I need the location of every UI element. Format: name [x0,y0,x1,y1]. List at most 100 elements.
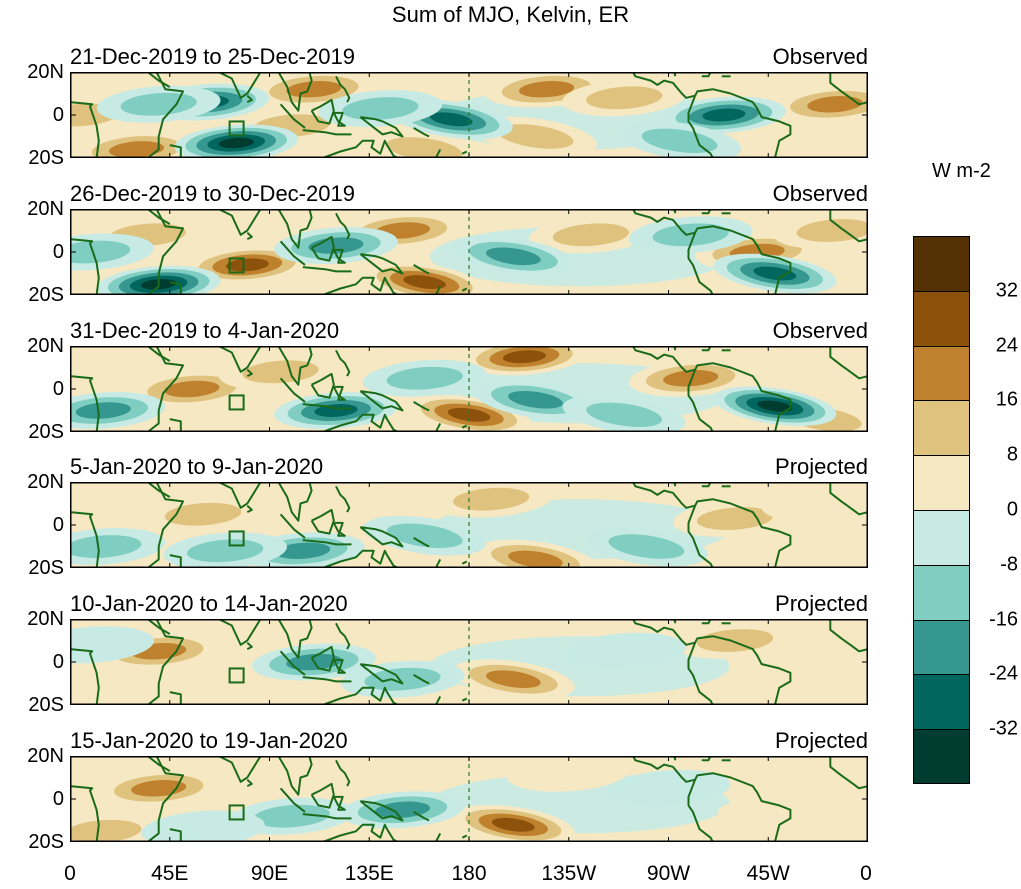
coastline [657,72,677,77]
coastline [335,212,351,240]
coastline [302,676,352,683]
colorbar-segment [913,729,970,785]
coastline [302,403,352,410]
anomaly-blob [218,137,254,149]
coastline [277,346,313,386]
y-tick-label: 20S [28,831,64,853]
coastline [310,235,335,262]
anomaly-blob [502,350,546,364]
anomaly-map [70,756,868,842]
coastline [632,619,792,705]
coastline [829,756,868,790]
coastline [322,549,399,568]
coastline [246,231,253,240]
coastline [332,521,346,537]
panel-status: Projected [775,728,868,753]
coastline [413,401,430,412]
coastline [698,756,712,762]
coastline [829,482,868,516]
coastline [335,759,351,787]
coastline [146,756,171,772]
coastline [332,795,346,811]
region-box [228,394,245,411]
panel-period: 21-Dec-2019 to 25-Dec-2019 [70,44,355,69]
anomaly-blob [586,86,663,110]
colorbar-label: -24 [989,662,1018,685]
coastline [461,150,468,155]
anomaly-blob [386,366,463,390]
coastline [322,686,399,705]
colorbar [913,236,970,785]
anomaly-blob [508,390,563,409]
map-panel: 26-Dec-2019 to 30-Dec-2019 Observed 20N 0 20… [27,181,868,305]
coastline [246,641,253,650]
x-tick-label: 0 [860,862,872,885]
coastline [413,811,430,822]
y-tick-label: 0 [52,788,64,810]
coastline [322,276,399,295]
panel-status: Observed [772,44,868,69]
coastline [169,281,182,295]
x-tick-label: 135W [541,862,597,885]
y-tick-label: 0 [52,651,64,673]
coastline [461,287,468,292]
anomaly-blob [225,258,269,272]
colorbar-label: -16 [989,608,1018,631]
coastline [246,778,253,787]
x-tick-label: 0 [64,862,76,885]
coastline [687,232,714,295]
anomaly-blob [772,643,868,681]
coastline [687,779,714,842]
anomaly-blob [508,550,563,568]
map-panel: 5-Jan-2020 to 9-Jan-2020 Projected 20N 0 20S [27,454,868,578]
anomaly-blob [652,223,729,247]
coastline [632,482,792,568]
coastline [632,346,792,432]
y-tick-label: 0 [52,104,64,126]
anomaly-blob [120,92,197,116]
coastline [461,697,468,702]
anomaly-blob [164,502,242,526]
coastline [279,650,306,676]
anomaly-blob [562,632,687,670]
map-panel: 10-Jan-2020 to 14-Jan-2020 Projected 20N 0 2… [27,591,868,715]
anomaly-blob [70,665,166,702]
coastline [461,560,468,565]
anomaly-blob [386,137,463,158]
anomaly-blob [70,819,142,842]
coastline [829,346,868,380]
y-tick-label: 20S [28,147,64,169]
y-tick-label: 20N [27,61,64,83]
anomaly-blob [108,141,165,158]
colorbar-segment [913,455,970,511]
anomaly-blob [342,97,419,120]
coastline [279,240,306,266]
coastline [332,111,346,127]
coastline [310,645,335,672]
x-tick-label: 90W [646,862,691,885]
coastline [277,72,313,112]
x-tick-label: 45W [746,862,790,885]
coastline [322,139,399,158]
coastline [359,526,404,548]
coastline [146,619,171,635]
coastline [687,642,714,705]
coastline [302,813,352,820]
coastline [146,756,184,842]
coastline [146,72,184,158]
coastline [310,372,335,399]
y-tick-label: 20N [27,198,64,220]
coastline [413,674,430,685]
colorbar-segment [913,564,970,621]
coastline [277,619,313,659]
coastline [698,72,712,78]
coastline [657,482,677,487]
coastline [310,98,335,125]
coastline [829,72,868,106]
coastline [335,349,351,377]
anomaly-blob [275,542,331,560]
panel-status: Observed [772,318,868,343]
coastline [279,513,306,539]
map-panel: 31-Dec-2019 to 4-Jan-2020 Observed 20N 0 20S [27,318,868,442]
y-tick-label: 20N [27,471,64,493]
